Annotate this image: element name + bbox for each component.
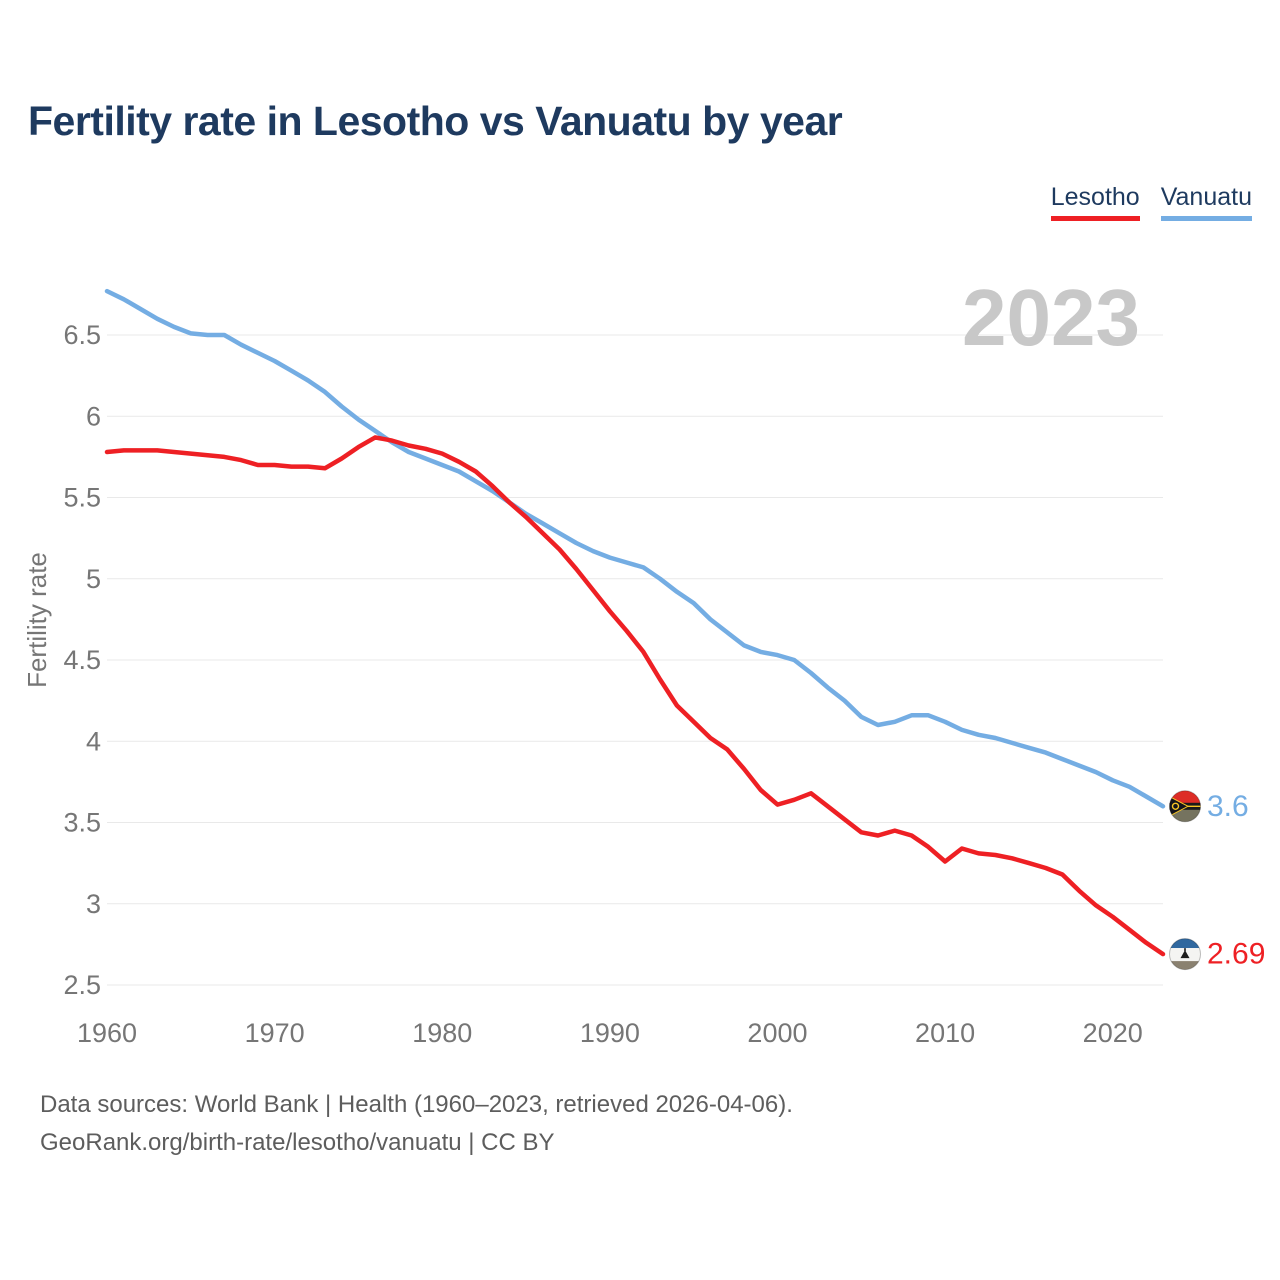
lesotho-line[interactable] — [104, 435, 1166, 957]
x-tick-label: 2020 — [1083, 1018, 1143, 1048]
legend-label-vanuatu: Vanuatu — [1160, 183, 1252, 211]
legend-label-lesotho: Lesotho — [1050, 183, 1140, 211]
footer-sources: Data sources: World Bank | Health (1960–… — [40, 1091, 793, 1118]
legend: Lesotho Vanuatu — [1050, 183, 1252, 221]
vanuatu-line[interactable] — [104, 288, 1166, 809]
watermark-year: 2023 — [962, 273, 1140, 362]
x-tick-label: 1960 — [77, 1018, 137, 1048]
legend-item-vanuatu[interactable]: Vanuatu — [1160, 183, 1252, 221]
page-title: Fertility rate in Lesotho vs Vanuatu by … — [28, 98, 843, 144]
y-tick-label: 3 — [86, 889, 101, 919]
x-tick-label: 1970 — [245, 1018, 305, 1048]
footer: Data sources: World Bank | Health (1960–… — [40, 1086, 793, 1162]
x-tick-label: 1990 — [580, 1018, 640, 1048]
y-axis-ticks: 6.5 6 5.5 5 4.5 4 3.5 3 2.5 — [63, 320, 101, 1000]
lesotho-flag-icon — [1169, 938, 1201, 971]
footer-attribution: GeoRank.org/birth-rate/lesotho/vanuatu |… — [40, 1129, 555, 1156]
vanuatu-flag-icon — [1169, 790, 1201, 823]
x-tick-label: 1980 — [412, 1018, 472, 1048]
y-tick-label: 5 — [86, 564, 101, 594]
gridlines — [107, 334, 1163, 986]
y-tick-label: 4 — [86, 726, 101, 756]
y-tick-label: 4.5 — [63, 645, 101, 675]
y-tick-label: 5.5 — [63, 483, 101, 513]
y-tick-label: 6.5 — [63, 320, 101, 350]
x-tick-label: 2000 — [747, 1018, 807, 1048]
vanuatu-end-value: 3.6 — [1207, 790, 1249, 823]
y-axis-title: Fertility rate — [22, 552, 52, 688]
y-tick-label: 3.5 — [63, 808, 101, 838]
legend-item-lesotho[interactable]: Lesotho — [1050, 183, 1140, 221]
y-tick-label: 6 — [86, 401, 101, 431]
lesotho-end-value: 2.69 — [1207, 938, 1265, 971]
x-tick-label: 2010 — [915, 1018, 975, 1048]
y-tick-label: 2.5 — [63, 970, 101, 1000]
x-axis-ticks: 1960 1970 1980 1990 2000 2010 2020 — [77, 1018, 1143, 1048]
